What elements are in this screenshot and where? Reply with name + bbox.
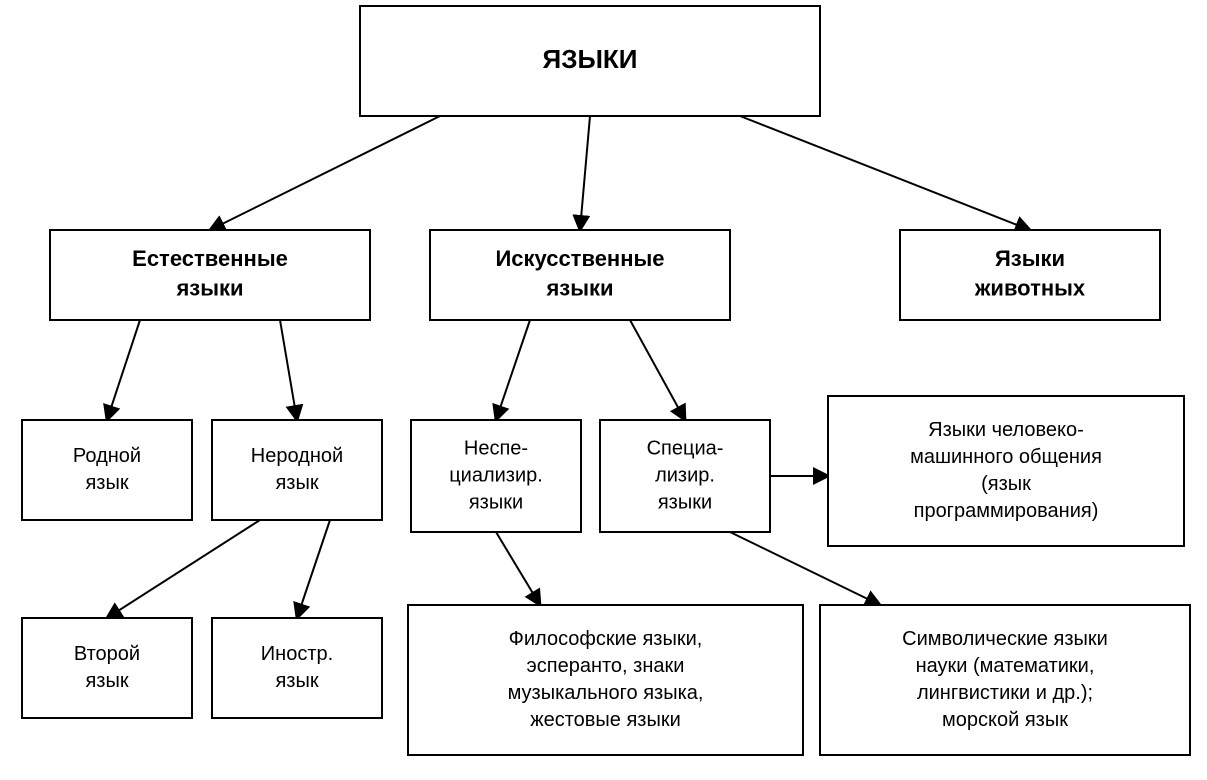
edge-nat-nonnative [280,320,297,420]
node-foreign: Иностр. язык [212,618,382,718]
node-nonnative-line-0: Неродной [251,445,343,467]
node-anim: Языки животных [900,230,1160,320]
node-nonspec-line-2: языки [469,491,523,513]
node-foreign-line-1: язык [275,670,318,692]
node-nonspec-line-1: циализир. [449,464,543,486]
node-philo: Философские языки, эсперанто, знаки музыка… [408,605,803,755]
node-philo-line-1: эсперанто, знаки [527,655,685,677]
edge-nonnative-foreign [297,520,330,618]
node-anim-line-0: Языки [995,246,1065,271]
node-native: Родной язык [22,420,192,520]
edge-nat-native [107,320,140,420]
node-nat: Естественные языки [50,230,370,320]
edge-root-art [580,116,590,230]
nodes: ЯЗЫКИ Естественные языки Искусственные языки… [22,6,1190,755]
node-art-line-0: Искусственные [495,246,664,271]
node-art-line-1: языки [545,276,613,301]
languages-diagram: ЯЗЫКИ Естественные языки Искусственные языки… [0,0,1207,780]
node-symb: Символические языки науки (математики, лин… [820,605,1190,755]
node-hci-line-1: машинного общения [910,446,1102,468]
node-symb-line-0: Символические языки [902,628,1108,650]
node-second: Второй язык [22,618,192,718]
node-spec-line-1: лизир. [655,464,715,486]
node-hci-line-0: Языки человеко- [928,419,1084,441]
node-hci: Языки человеко-машинного общения (язык про… [828,396,1184,546]
node-nonnative: Неродной язык [212,420,382,520]
node-symb-line-1: науки (математики, [916,655,1095,677]
node-foreign-line-0: Иностр. [261,643,333,665]
edge-nonnative-second [107,520,260,618]
edge-nonspec-philo [496,532,540,605]
node-spec-line-0: Специа- [647,437,724,459]
node-native-line-1: язык [85,472,128,494]
node-philo-line-3: жестовые языки [530,709,681,731]
node-nonnative-line-1: язык [275,472,318,494]
node-root-line-0: ЯЗЫКИ [543,44,638,74]
node-nat-line-1: языки [175,276,243,301]
edge-root-nat [210,116,440,230]
node-nonspec-line-0: Неспе- [464,437,528,459]
edge-root-anim [740,116,1030,230]
node-symb-line-2: лингвистики и др.); [917,682,1093,704]
node-symb-line-3: морской язык [942,709,1068,731]
node-nonspec: Неспе-циализир. языки [411,420,581,532]
node-nat-line-0: Естественные [132,246,288,271]
node-philo-line-2: музыкального языка, [508,682,704,704]
node-anim-line-1: животных [974,276,1086,301]
node-spec-line-2: языки [658,491,712,513]
edge-art-spec [630,320,685,420]
node-art: Искусственные языки [430,230,730,320]
node-second-line-0: Второй [74,643,140,665]
node-second-line-1: язык [85,670,128,692]
node-root: ЯЗЫКИ [360,6,820,116]
node-hci-line-3: программирования) [914,500,1099,522]
edge-art-nonspec [496,320,530,420]
node-philo-line-0: Философские языки, [509,628,703,650]
node-hci-line-2: (язык [981,473,1031,495]
node-spec: Специа-лизир. языки [600,420,770,532]
node-native-line-0: Родной [73,445,141,467]
